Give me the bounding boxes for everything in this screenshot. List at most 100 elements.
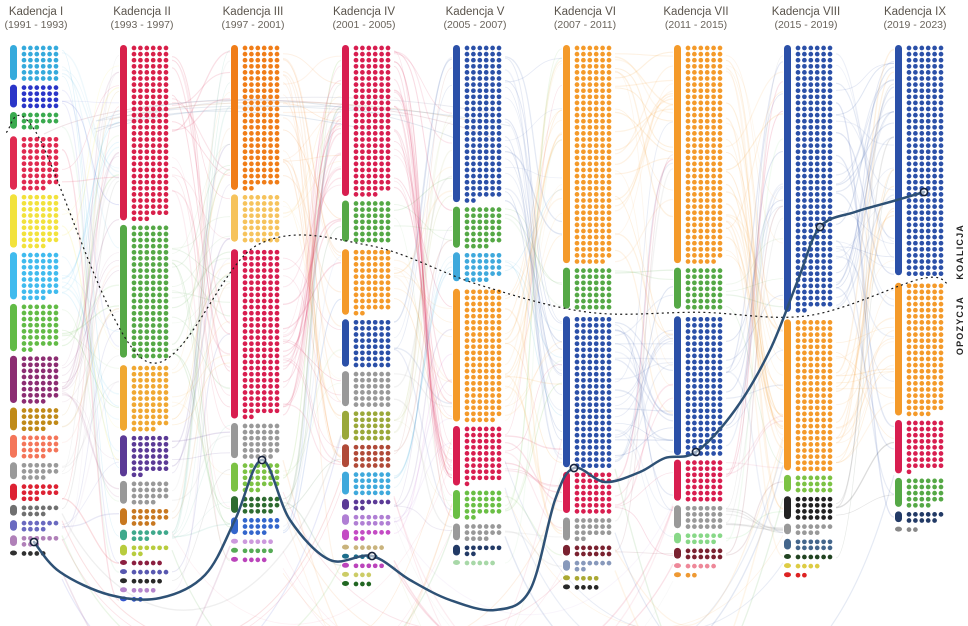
party-block[interactable] xyxy=(342,410,391,441)
party-block[interactable] xyxy=(10,303,59,352)
party-block[interactable] xyxy=(342,499,391,511)
party-block[interactable] xyxy=(10,136,59,191)
party-block[interactable] xyxy=(674,547,723,560)
trajectory-node[interactable] xyxy=(29,537,39,547)
party-block[interactable] xyxy=(674,563,716,569)
party-block[interactable] xyxy=(10,407,59,432)
trajectory-node[interactable] xyxy=(815,222,825,232)
party-block[interactable] xyxy=(231,249,280,420)
party-block[interactable] xyxy=(120,45,169,222)
party-block[interactable] xyxy=(231,462,280,493)
party-block[interactable] xyxy=(453,560,495,566)
party-block[interactable] xyxy=(895,477,944,508)
party-block[interactable] xyxy=(10,45,59,81)
party-block[interactable] xyxy=(231,547,273,554)
party-block[interactable] xyxy=(784,538,833,551)
party-block[interactable] xyxy=(674,532,723,545)
party-block[interactable] xyxy=(784,45,833,313)
party-block[interactable] xyxy=(784,474,833,493)
trajectory-node[interactable] xyxy=(919,187,929,197)
party-block[interactable] xyxy=(342,200,391,243)
party-block[interactable] xyxy=(674,45,723,264)
party-block[interactable] xyxy=(231,423,280,459)
party-block[interactable] xyxy=(563,544,612,557)
party-block[interactable] xyxy=(231,556,267,563)
party-block[interactable] xyxy=(784,563,820,569)
party-block[interactable] xyxy=(453,45,502,203)
party-block[interactable] xyxy=(120,365,169,432)
party-block[interactable] xyxy=(453,252,502,283)
party-block[interactable] xyxy=(10,483,59,502)
party-block[interactable] xyxy=(895,282,944,417)
party-block[interactable] xyxy=(342,562,384,569)
party-block[interactable] xyxy=(342,529,391,541)
party-block[interactable] xyxy=(895,526,918,532)
party-block[interactable] xyxy=(10,252,59,301)
party-block[interactable] xyxy=(895,511,944,523)
party-block[interactable] xyxy=(453,426,502,487)
party-block[interactable] xyxy=(10,355,59,404)
party-block[interactable] xyxy=(895,420,944,475)
party-block[interactable] xyxy=(453,523,502,542)
party-block[interactable] xyxy=(342,544,384,550)
party-block[interactable] xyxy=(674,267,723,310)
highlighted-member-trajectory[interactable] xyxy=(32,190,926,612)
party-block[interactable] xyxy=(674,572,697,578)
party-block[interactable] xyxy=(120,544,169,557)
trajectory-node[interactable] xyxy=(691,447,701,457)
party-block[interactable] xyxy=(342,249,391,316)
party-block[interactable] xyxy=(563,560,612,572)
party-block[interactable] xyxy=(563,517,612,542)
party-block[interactable] xyxy=(674,459,723,502)
party-block[interactable] xyxy=(674,505,723,529)
party-block[interactable] xyxy=(120,435,169,478)
party-block[interactable] xyxy=(342,471,391,496)
party-block[interactable] xyxy=(563,575,599,581)
party-block[interactable] xyxy=(231,538,273,545)
party-block[interactable] xyxy=(10,194,59,249)
party-block[interactable] xyxy=(342,45,391,197)
party-block[interactable] xyxy=(453,288,502,423)
party-block[interactable] xyxy=(784,496,833,520)
party-block[interactable] xyxy=(10,112,59,130)
party-block[interactable] xyxy=(120,560,162,566)
party-block[interactable] xyxy=(342,571,372,578)
party-block[interactable] xyxy=(10,504,59,517)
party-block[interactable] xyxy=(453,490,502,520)
party-block[interactable] xyxy=(120,529,169,542)
party-block[interactable] xyxy=(342,444,391,468)
party-block[interactable] xyxy=(120,587,156,593)
party-block[interactable] xyxy=(563,45,612,264)
party-block[interactable] xyxy=(231,194,280,243)
party-block[interactable] xyxy=(563,584,599,590)
party-block[interactable] xyxy=(10,520,59,532)
party-block[interactable] xyxy=(342,371,391,407)
party-block[interactable] xyxy=(563,316,612,469)
trajectory-node[interactable] xyxy=(367,551,377,561)
party-block[interactable] xyxy=(10,84,59,109)
party-block[interactable] xyxy=(10,462,59,480)
party-block[interactable] xyxy=(895,45,944,277)
party-block[interactable] xyxy=(784,572,807,578)
trajectory-node[interactable] xyxy=(569,463,579,473)
party-block[interactable] xyxy=(231,45,280,191)
party-block[interactable] xyxy=(453,544,502,557)
party-block[interactable] xyxy=(120,508,169,526)
party-block[interactable] xyxy=(10,434,59,459)
party-block[interactable] xyxy=(784,319,833,472)
party-block[interactable] xyxy=(342,514,391,526)
party-block[interactable] xyxy=(120,224,169,359)
trajectory-node[interactable] xyxy=(257,455,267,465)
party-block[interactable] xyxy=(120,569,169,575)
party-block[interactable] xyxy=(342,319,391,368)
party-block[interactable] xyxy=(120,480,169,505)
party-block[interactable] xyxy=(453,206,502,249)
party-block[interactable] xyxy=(784,554,833,560)
party-block[interactable] xyxy=(784,523,833,536)
party-block[interactable] xyxy=(120,578,162,584)
party-block[interactable] xyxy=(231,517,280,535)
party-block[interactable] xyxy=(342,581,372,587)
party-block[interactable] xyxy=(563,471,612,514)
party-block[interactable] xyxy=(674,316,723,456)
party-block[interactable] xyxy=(563,267,612,310)
